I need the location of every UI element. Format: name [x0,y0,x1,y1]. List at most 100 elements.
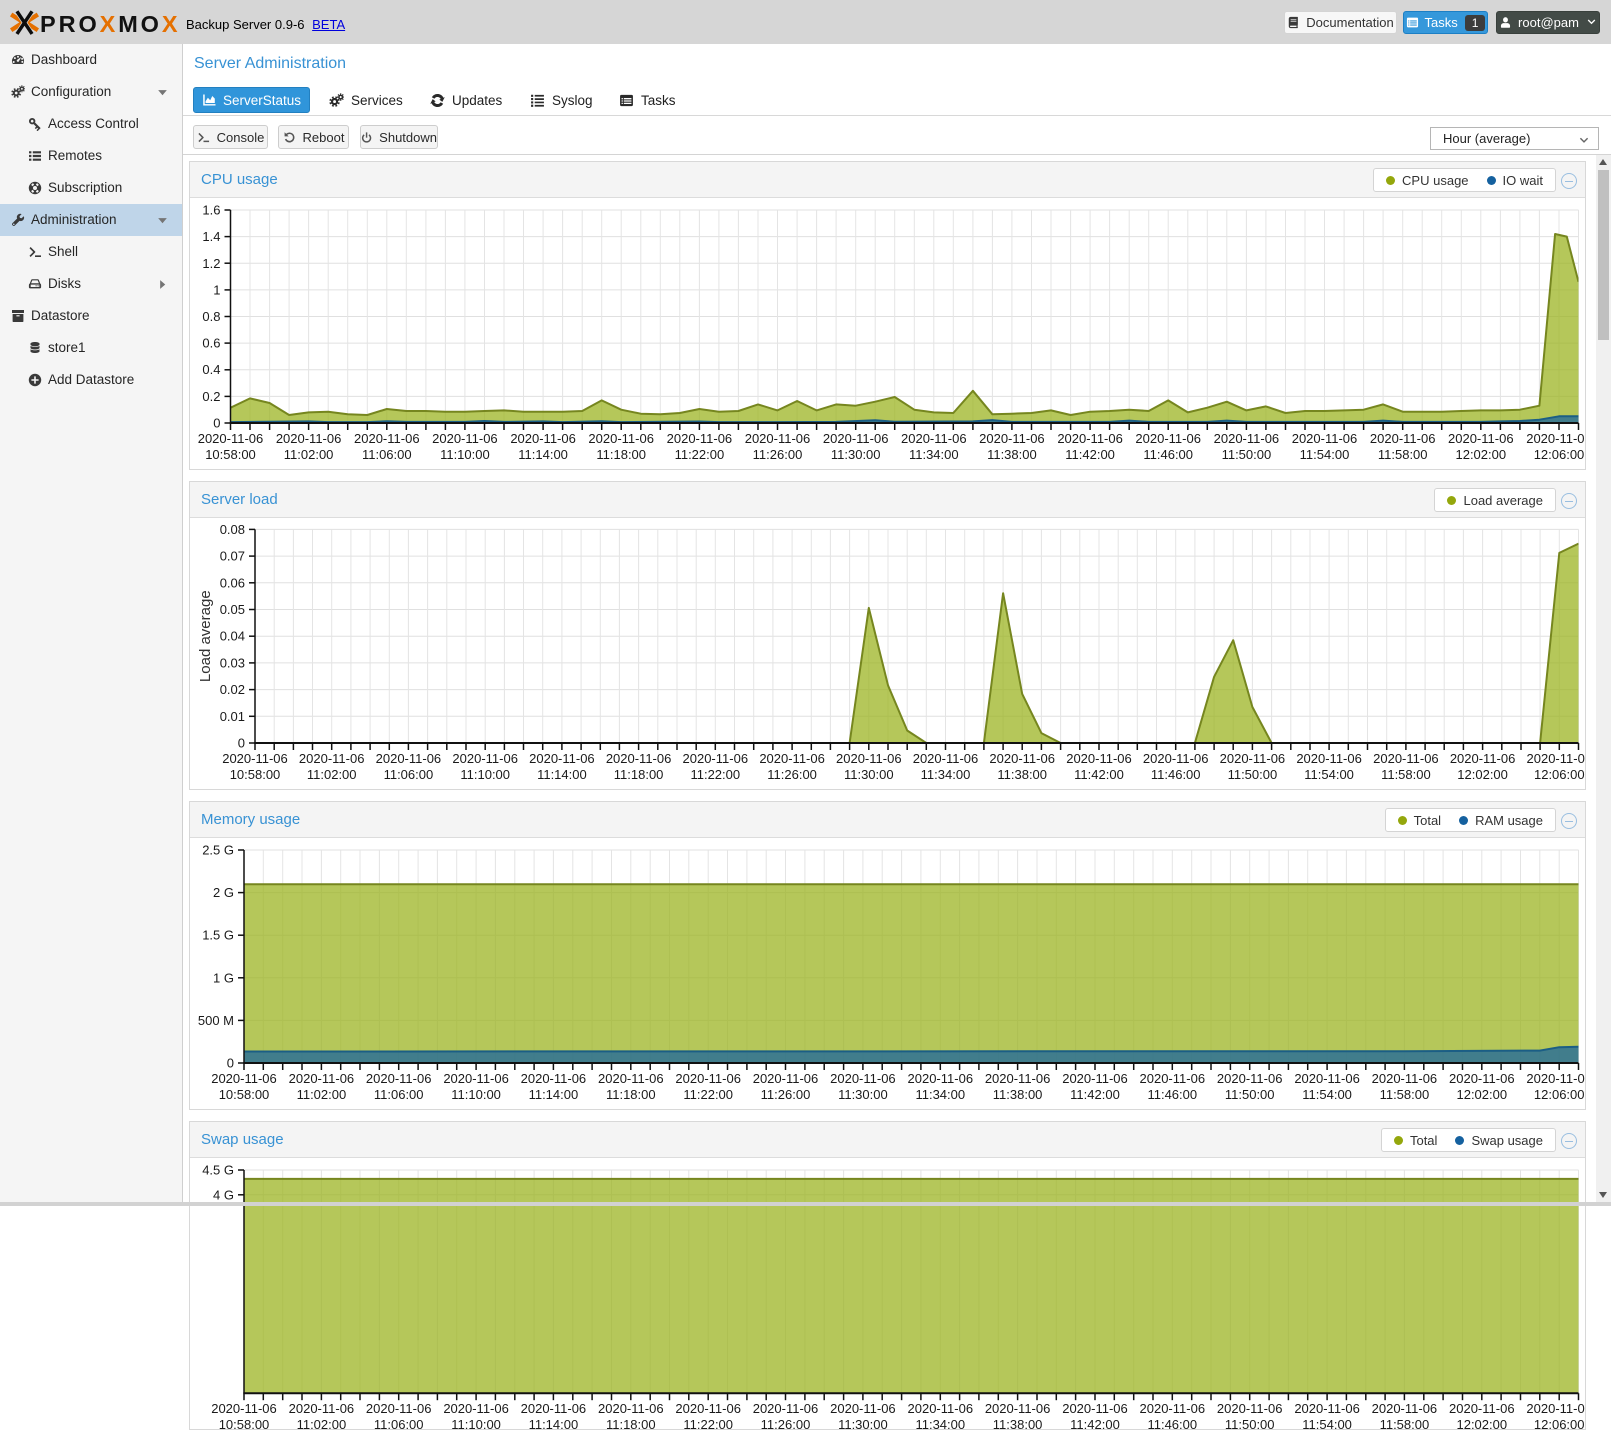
svg-text:2020-11-06: 2020-11-06 [683,751,749,766]
svg-text:2020-11-06: 2020-11-06 [836,751,902,766]
svg-text:2020-11-06: 2020-11-06 [1449,1401,1515,1416]
svg-text:2020-11-06: 2020-11-06 [598,1071,664,1086]
svg-text:2020-11-06: 2020-11-06 [1066,751,1132,766]
svg-text:2020-11-06: 2020-11-06 [667,431,733,446]
svg-text:11:02:00: 11:02:00 [307,767,357,782]
svg-text:10:58:00: 10:58:00 [230,767,281,782]
svg-text:2020-11-06: 2020-11-06 [354,431,420,446]
svg-text:2020-11-06: 2020-11-06 [366,1401,432,1416]
svg-text:2020-11-06: 2020-11-06 [753,1401,819,1416]
svg-text:11:42:00: 11:42:00 [1070,1087,1120,1102]
svg-text:2020-11-06: 2020-11-06 [289,1401,355,1416]
svg-text:2020-11-06: 2020-11-06 [521,1071,587,1086]
svg-text:11:42:00: 11:42:00 [1065,447,1115,462]
svg-text:12:02:00: 12:02:00 [1455,447,1506,462]
svg-text:11:10:00: 11:10:00 [451,1087,501,1102]
svg-text:2020-11-06: 2020-11-06 [289,1071,355,1086]
svg-text:2020-11-06: 2020-11-06 [1296,751,1362,766]
svg-text:11:10:00: 11:10:00 [440,447,490,462]
svg-text:12:02:00: 12:02:00 [1457,767,1508,782]
svg-text:11:58:00: 11:58:00 [1380,1087,1430,1102]
svg-text:1 G: 1 G [213,970,234,985]
svg-text:2020-11-06: 2020-11-06 [908,1071,974,1086]
svg-text:0.04: 0.04 [220,629,245,644]
svg-text:11:22:00: 11:22:00 [675,447,725,462]
svg-text:2020-11-06: 2020-11-06 [1062,1071,1128,1086]
svg-text:0: 0 [213,416,220,431]
svg-text:11:54:00: 11:54:00 [1304,767,1354,782]
svg-text:11:38:00: 11:38:00 [987,447,1037,462]
svg-text:0: 0 [227,1056,234,1071]
svg-text:11:02:00: 11:02:00 [297,1417,347,1429]
svg-text:2020-11-06: 2020-11-06 [979,431,1045,446]
svg-text:0.03: 0.03 [220,655,245,670]
svg-text:2020-11-06: 2020-11-06 [443,1401,509,1416]
svg-text:11:58:00: 11:58:00 [1381,767,1431,782]
svg-text:2020-11-06: 2020-11-06 [913,751,979,766]
svg-text:2020-11-06: 2020-11-06 [1527,751,1585,766]
svg-text:11:26:00: 11:26:00 [761,1087,811,1102]
svg-text:12:06:00: 12:06:00 [1534,767,1585,782]
svg-text:11:54:00: 11:54:00 [1300,447,1350,462]
svg-text:2020-11-06: 2020-11-06 [222,751,288,766]
svg-text:2020-11-06: 2020-11-06 [1140,1401,1206,1416]
svg-text:11:26:00: 11:26:00 [753,447,803,462]
svg-text:2020-11-06: 2020-11-06 [432,431,498,446]
svg-text:11:14:00: 11:14:00 [529,1087,579,1102]
svg-text:11:34:00: 11:34:00 [909,447,959,462]
svg-text:11:18:00: 11:18:00 [596,447,646,462]
svg-text:2020-11-06: 2020-11-06 [1372,1071,1438,1086]
svg-text:11:46:00: 11:46:00 [1143,447,1193,462]
svg-text:11:10:00: 11:10:00 [451,1417,501,1429]
svg-text:11:46:00: 11:46:00 [1147,1417,1197,1429]
svg-text:2020-11-06: 2020-11-06 [1214,431,1280,446]
svg-text:2020-11-06: 2020-11-06 [830,1071,896,1086]
svg-text:12:02:00: 12:02:00 [1456,1087,1507,1102]
svg-text:11:22:00: 11:22:00 [683,1417,733,1429]
svg-text:0.05: 0.05 [220,602,245,617]
svg-text:10:58:00: 10:58:00 [219,1417,270,1429]
svg-text:2020-11-06: 2020-11-06 [198,431,264,446]
svg-text:2020-11-06: 2020-11-06 [901,431,967,446]
svg-text:2020-11-06: 2020-11-06 [606,751,672,766]
svg-text:0.01: 0.01 [220,709,245,724]
svg-text:11:30:00: 11:30:00 [831,447,881,462]
svg-text:2020-11-06: 2020-11-06 [299,751,365,766]
svg-text:12:06:00: 12:06:00 [1534,447,1585,462]
svg-text:2020-11-06: 2020-11-06 [1373,751,1439,766]
svg-text:2020-11-06: 2020-11-06 [366,1071,432,1086]
svg-text:11:54:00: 11:54:00 [1302,1417,1352,1429]
svg-text:11:42:00: 11:42:00 [1070,1417,1120,1429]
svg-text:11:50:00: 11:50:00 [1225,1417,1275,1429]
svg-text:11:50:00: 11:50:00 [1225,1087,1275,1102]
svg-text:2020-11-06: 2020-11-06 [529,751,595,766]
svg-text:2020-11-06: 2020-11-06 [1448,431,1514,446]
svg-text:2020-11-06: 2020-11-06 [1217,1401,1283,1416]
svg-text:2020-11-06: 2020-11-06 [443,1071,509,1086]
svg-text:2020-11-06: 2020-11-06 [211,1401,277,1416]
svg-text:11:18:00: 11:18:00 [614,767,664,782]
svg-text:11:26:00: 11:26:00 [767,767,817,782]
svg-text:0.06: 0.06 [220,575,245,590]
svg-text:11:14:00: 11:14:00 [518,447,568,462]
svg-text:11:30:00: 11:30:00 [844,767,894,782]
svg-text:0.08: 0.08 [220,522,245,537]
svg-text:2020-11-06: 2020-11-06 [1057,431,1123,446]
svg-text:2020-11-06: 2020-11-06 [1220,751,1286,766]
svg-text:11:10:00: 11:10:00 [460,767,510,782]
svg-text:12:06:00: 12:06:00 [1534,1417,1585,1429]
svg-text:11:34:00: 11:34:00 [921,767,971,782]
svg-text:2020-11-06: 2020-11-06 [1450,751,1516,766]
svg-text:11:46:00: 11:46:00 [1151,767,1201,782]
svg-text:11:38:00: 11:38:00 [993,1087,1043,1102]
svg-text:2020-11-06: 2020-11-06 [1140,1071,1206,1086]
svg-text:2020-11-06: 2020-11-06 [1292,431,1358,446]
svg-text:0.6: 0.6 [202,336,220,351]
svg-text:0.8: 0.8 [202,309,220,324]
svg-text:2020-11-06: 2020-11-06 [1135,431,1201,446]
svg-text:0: 0 [238,736,245,751]
svg-text:2020-11-06: 2020-11-06 [985,1071,1051,1086]
svg-text:2020-11-06: 2020-11-06 [276,431,342,446]
svg-text:2020-11-06: 2020-11-06 [1294,1401,1360,1416]
svg-text:12:02:00: 12:02:00 [1456,1417,1507,1429]
